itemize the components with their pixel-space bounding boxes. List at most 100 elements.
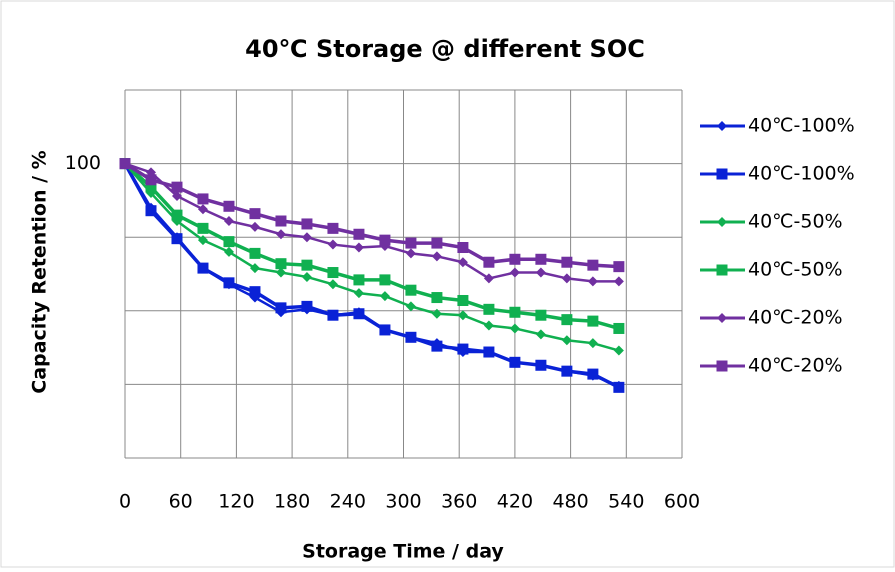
data-point [405,248,416,259]
data-point [327,222,339,234]
data-point [197,222,209,234]
data-point [509,253,521,265]
legend-label: 40℃-50% [748,259,843,281]
data-point [457,294,469,306]
data-point [483,273,494,284]
data-point [197,262,209,274]
data-point [249,263,260,274]
data-point [431,251,442,262]
data-point [613,322,625,334]
x-tick-label: 480 [552,491,588,513]
data-point [275,215,287,227]
data-point [171,209,183,221]
data-point [197,204,208,215]
x-tick-label: 240 [330,491,366,513]
data-point [353,308,365,320]
data-point [171,181,183,193]
data-point [353,228,365,240]
data-point [275,229,286,240]
data-point [353,274,365,286]
x-tick-label: 360 [441,491,477,513]
data-point [613,381,625,393]
legend-marker [716,360,728,372]
data-point [379,234,391,246]
data-point [405,284,417,296]
data-point [561,314,573,326]
data-point [509,323,520,334]
data-point [561,256,573,268]
data-point [405,301,416,312]
data-point [587,315,599,327]
data-point [301,300,313,312]
y-tick-label: 100 [65,152,101,174]
data-point [145,181,157,193]
data-point [223,200,235,212]
data-point [457,310,468,321]
data-point [457,343,469,355]
data-point [171,233,183,245]
data-point [327,309,339,321]
data-point [197,193,209,205]
data-point [535,359,547,371]
data-point [483,303,495,315]
data-point [301,232,312,243]
legend-label: 40℃-100% [748,163,855,185]
chart-title: 40℃ Storage @ different SOC [245,35,645,63]
data-point [431,340,443,352]
data-point [379,324,391,336]
data-point [431,237,443,249]
x-tick-label: 300 [385,491,421,513]
data-point [483,320,494,331]
data-point [223,216,234,227]
data-point [327,267,339,279]
x-axis-title: Storage Time / day [302,541,504,563]
x-tick-label: 0 [119,491,131,513]
data-point [457,257,468,268]
x-tick-label: 60 [169,491,193,513]
data-point [509,356,521,368]
data-point [275,302,287,314]
x-tick-label: 120 [218,491,254,513]
data-point [119,158,131,170]
data-point [587,338,598,349]
data-point [327,279,338,290]
legend-marker [717,121,727,131]
data-point [145,205,157,217]
data-point [535,267,546,278]
data-point [587,259,599,271]
data-point [379,274,391,286]
data-point [405,237,417,249]
data-point [353,242,364,253]
data-point [405,331,417,343]
data-point [301,271,312,282]
x-tick-label: 540 [608,491,644,513]
data-point [353,288,364,299]
data-point [431,308,442,319]
data-point [223,246,234,257]
legend-marker [716,168,728,180]
data-point [145,174,157,186]
data-point [249,208,261,220]
y-axis-title: Capacity Retention / % [29,150,51,393]
data-point [197,235,208,246]
data-point [249,286,261,298]
data-point [483,346,495,358]
data-point [249,247,261,259]
data-point [457,242,469,254]
legend-marker [717,217,727,227]
data-point [587,368,599,380]
data-point [379,291,390,302]
data-point [223,236,235,248]
data-point [301,218,313,230]
data-point [431,292,443,304]
data-point [561,365,573,377]
data-point [587,276,598,287]
data-point [613,345,624,356]
data-point [535,329,546,340]
data-point [613,276,624,287]
data-point [327,239,338,250]
data-point [301,259,313,271]
data-point [613,261,625,273]
